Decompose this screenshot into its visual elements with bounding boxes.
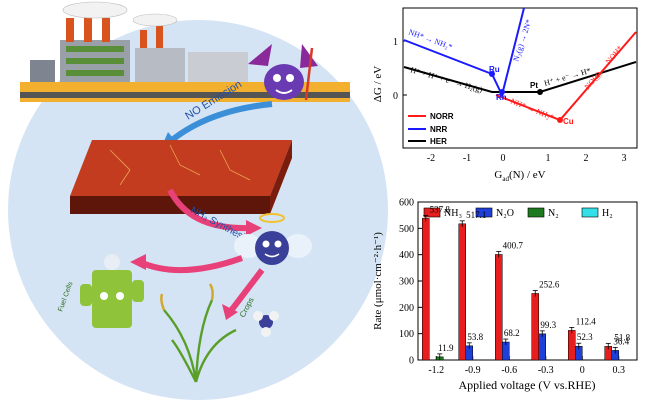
volcano-annotations: NH* → NH₂* N₂(g) → 2N* H* + H⁺ + e⁻ → H₂… [407,18,624,122]
data-label: 51.8 [614,332,630,342]
x-tick-label: -0.9 [465,365,481,376]
metal-labels: Ru Rh Pt Cu [489,65,574,126]
legend-label-3: H₂ [602,208,613,219]
road [20,92,350,98]
x-tick-label: -0.3 [538,365,554,376]
y-tick-label: 400 [399,250,414,261]
x-tick-label: -1.2 [428,365,444,376]
data-label: 112.4 [576,316,596,326]
bar-chart-bars [422,214,619,361]
bar-0 [458,223,466,361]
y-tick-label: 600 [399,198,414,209]
bar-chart-data-labels: 537.8 517.1 400.7 252.6 112.4 51.8 53.8 68.2 99.… [430,204,631,352]
fuel-cell-arrow [138,255,244,274]
data-label: 99.3 [540,320,556,330]
volcano-xticks: -2 -1 0 1 2 3 [427,153,627,164]
metal-label-pt: Pt [530,81,538,90]
volcano-xtick: 0 [501,153,506,164]
volcano-xtick: 3 [622,153,627,164]
volcano-yticks: 0 1 [393,37,407,102]
x-tick-label: -0.6 [501,365,517,376]
y-tick-label: 300 [399,277,414,288]
bar-chart-ylabel: Rate (μmol·cm⁻²·h⁻¹) [372,232,384,330]
angel-character [234,213,312,265]
her-line [403,61,637,93]
bar-chart-frame [417,201,638,361]
y-tick-label: 200 [399,303,414,314]
y-tick-label: 0 [409,356,414,367]
bar-1 [538,333,546,361]
legend-nrr: NRR [430,125,448,134]
annotation-her-left: H* + H⁺ + e⁻ → H₂(g) [409,65,483,94]
data-label: 11.9 [438,343,454,353]
metal-points [489,71,563,123]
fuel-cell-character [80,254,144,328]
illustration-panel: NO Emission NH₃ Synthesis [8,1,388,400]
bar-0 [531,293,539,361]
crops-plant [160,283,237,383]
catalyst-slab [70,140,292,214]
data-label: 52.3 [577,332,593,342]
data-label: 36.4 [613,336,629,346]
data-label: 517.1 [466,210,486,220]
volcano-xtick: 2 [584,153,589,164]
legend-label-2: N₂ [548,208,559,219]
ammonia-molecule [253,311,279,337]
annotation-norr-left: NH* → NH₂* [509,97,555,123]
data-label: 53.8 [467,332,483,342]
volcano-frame [402,7,638,149]
chimney-stacks [66,14,163,48]
nh3-synthesis-arrow [167,188,251,232]
legend-label-0: NH₃ [444,208,462,219]
data-label: 400.7 [503,240,524,250]
smoke-clouds [62,1,178,27]
legend-swatch-0 [423,207,441,218]
factory-buildings [30,40,248,82]
data-label: 252.6 [539,279,560,289]
metal-label-rh: Rh [496,93,507,102]
annotation-nrr-right: N₂(g) → 2N* [511,18,533,62]
legend-swatch-1 [475,207,493,218]
volcano-ytick: 0 [393,91,398,102]
metal-label-cu: Cu [563,117,574,126]
legend-her: HER [430,137,447,146]
data-label: 537.8 [430,204,451,214]
data-label: 68.2 [504,328,520,338]
volcano-ytick: 1 [393,37,398,48]
nrr-line [403,7,525,98]
bar-chart-legend: NH₃ N₂O N₂ H₂ [423,207,613,219]
legend-norr: NORR [430,112,454,121]
bar-0 [568,330,576,361]
legend-label-1: N₂O [496,208,514,219]
volcano-ylabel: ΔG / eV [372,66,384,102]
volcano-legend: NORR NRR HER [408,112,454,146]
rate-bar-chart: Rate (μmol·cm⁻²·h⁻¹) Applied voltage (V … [372,198,638,392]
bar-0 [422,218,430,361]
volcano-xtick: -2 [427,153,435,164]
no-emission-arrow [170,101,273,143]
volcano-xtick: 1 [546,153,551,164]
x-tick-label: 0 [580,365,585,376]
annotation-nrr-left: NH* → NH₂* [407,27,453,51]
bar-chart-xlabel: Applied voltage (V vs.RHE) [458,378,595,392]
volcano-xtick: -1 [463,153,471,164]
x-tick-label: 0.3 [613,365,626,376]
legend-swatch-3 [581,207,599,218]
metal-label-ru: Ru [489,65,500,74]
bar-chart-axes: 0 100 200 300 400 500 600 -1.2 -0.9 -0.6 -0.3 0 0.3 [399,198,625,377]
devil-character [248,44,318,101]
y-tick-label: 100 [399,329,414,340]
volcano-xlabel: Gad(N) / eV [494,169,545,183]
volcano-plot: ΔG / eV 0 1 -2 -1 0 1 2 3 Gad(N) / eV [372,7,638,183]
y-tick-label: 500 [399,224,414,235]
legend-swatch-2 [527,207,545,218]
bar-0 [495,254,503,361]
crops-arrow [227,268,265,314]
